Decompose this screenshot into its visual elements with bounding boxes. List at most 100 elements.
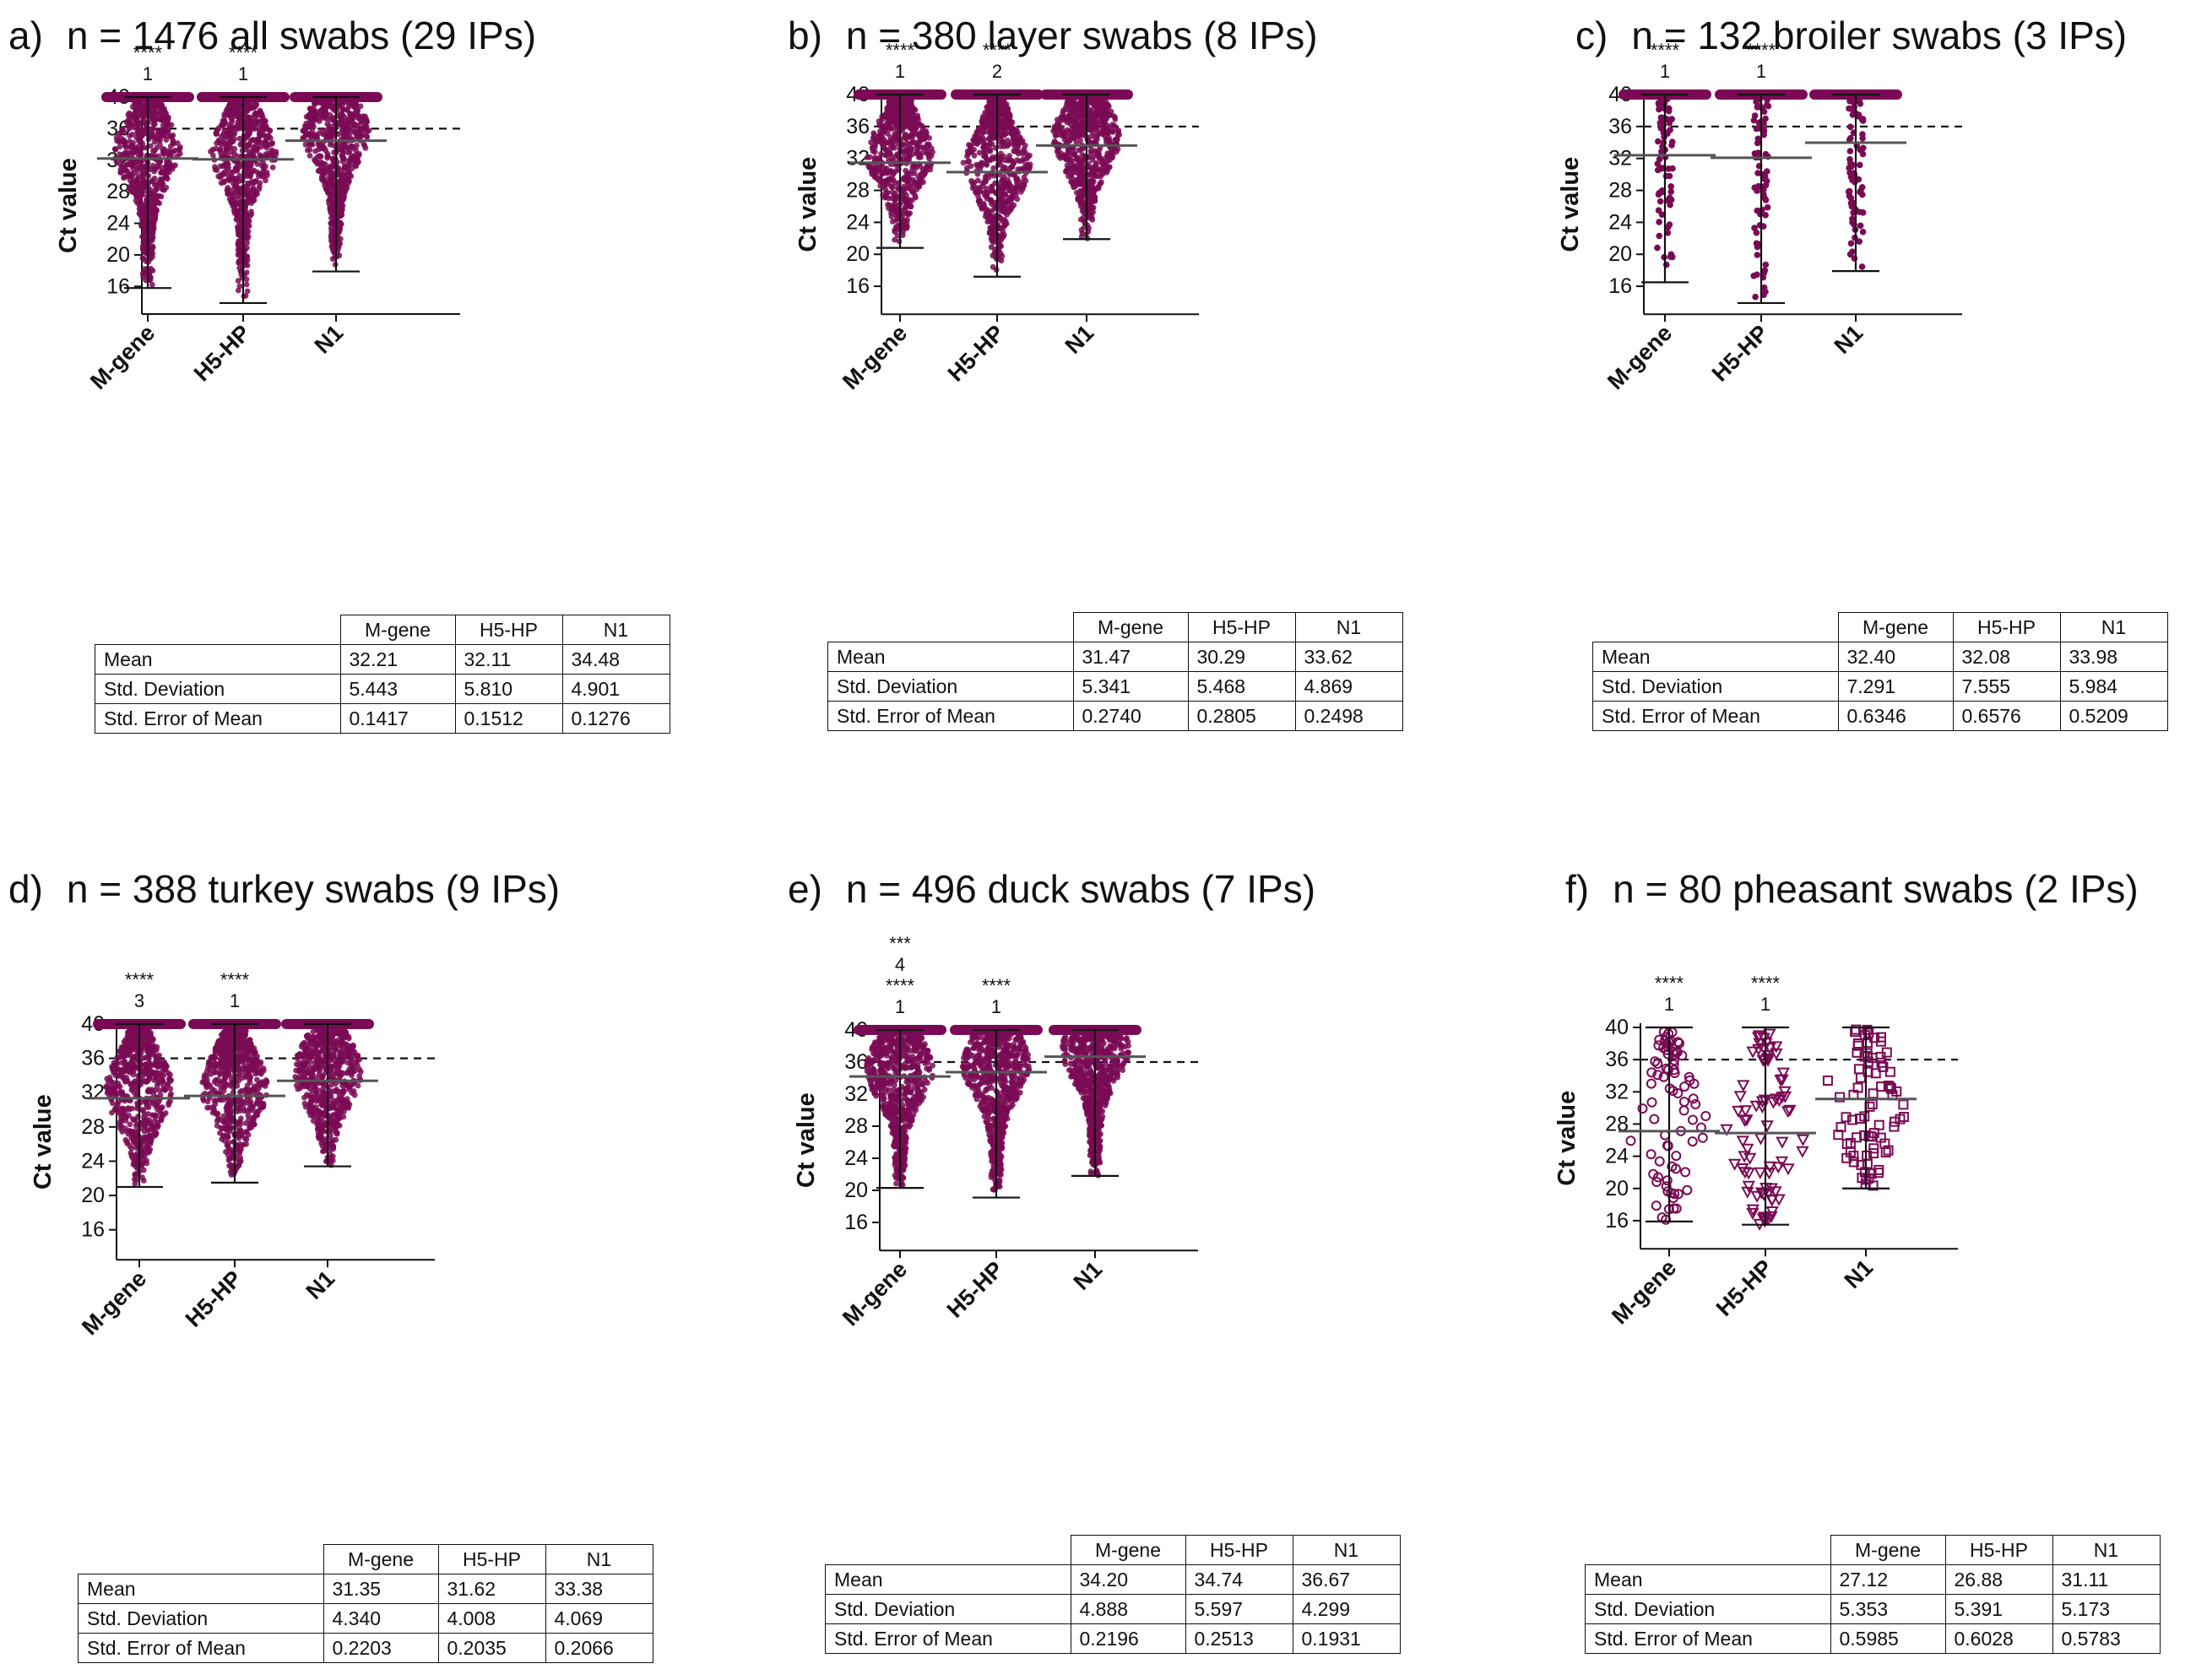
data-point: [160, 122, 166, 129]
data-point: [981, 149, 988, 155]
data-point: [1754, 135, 1762, 143]
panel-header: a) n = 1476 all swabs (29 IPs): [8, 12, 536, 59]
table-cell: 32.40: [1837, 642, 1954, 672]
data-point: [1662, 172, 1670, 180]
data-point: [888, 214, 895, 219]
series-h5-hp: 1****: [1711, 40, 1812, 305]
data-point: [221, 113, 228, 120]
data-point: [1754, 252, 1761, 258]
data-point: [1754, 149, 1762, 156]
data-point: [152, 1129, 159, 1135]
data-point: [1859, 150, 1867, 158]
data-point: [888, 111, 895, 117]
data-point: [166, 1076, 173, 1081]
data-point: [1754, 271, 1760, 279]
data-point: [244, 288, 251, 295]
data-point: [903, 135, 909, 142]
data-point: [1020, 186, 1026, 192]
data-point: [1764, 203, 1771, 211]
data-point: [132, 1152, 138, 1159]
data-point: [149, 281, 155, 288]
data-point: [910, 133, 916, 138]
data-point: [144, 1157, 149, 1163]
data-point: [899, 194, 906, 201]
data-point: [243, 281, 250, 288]
panel-letter: d): [8, 867, 43, 911]
data-point: [225, 187, 232, 194]
data-point: [217, 163, 224, 170]
data-point: [230, 192, 236, 198]
data-point: [999, 235, 1006, 241]
data-point: [1071, 184, 1077, 191]
data-point: [1072, 127, 1078, 133]
y-tick-label: 36: [1608, 115, 1632, 138]
data-point: [868, 139, 874, 146]
data-point: [329, 190, 336, 197]
data-point: [144, 1103, 150, 1110]
data-point: [307, 141, 314, 148]
data-point: [928, 153, 935, 159]
data-point: [155, 1124, 161, 1130]
data-point: [235, 287, 241, 294]
data-point: [968, 163, 974, 170]
data-point: [903, 156, 910, 162]
data-point: [245, 196, 251, 203]
data-point: [361, 127, 367, 133]
data-point: [1667, 253, 1674, 261]
data-point: [147, 1141, 154, 1147]
data-point: [876, 178, 883, 185]
table-cell: 32.21: [339, 644, 456, 675]
data-point: [339, 101, 346, 107]
data-point: [228, 115, 235, 122]
data-point: [153, 1113, 160, 1119]
data-point: [974, 177, 981, 184]
data-point: [1668, 116, 1675, 122]
data-point: [156, 1058, 163, 1065]
data-point: [126, 185, 133, 192]
data-point: [1077, 138, 1083, 144]
data-point: [1654, 244, 1661, 252]
x-category-label: N1: [1060, 320, 1099, 359]
data-point: [165, 129, 171, 135]
data-point: [132, 1140, 138, 1146]
data-point: [923, 164, 930, 171]
table-row: Mean 31.47 30.29 33.62: [827, 642, 1403, 672]
data-point: [1858, 184, 1866, 191]
series-h5-hp: 2****: [946, 40, 1048, 278]
data-point: [156, 1087, 163, 1093]
data-point: [158, 193, 165, 200]
data-point: [152, 1118, 158, 1124]
data-point: [1846, 148, 1854, 154]
data-point: [973, 139, 980, 145]
data-point: [1076, 147, 1082, 154]
data-point: [269, 149, 276, 155]
data-point: [150, 1091, 157, 1097]
data-point: [914, 187, 920, 192]
data-point: [926, 135, 932, 141]
data-point: [258, 122, 265, 128]
data-point: [987, 157, 993, 164]
data-point: [328, 175, 334, 182]
table-cell: 7.291: [1837, 671, 1954, 702]
data-point: [1760, 108, 1768, 115]
data-point: [1106, 164, 1113, 171]
data-point: [219, 133, 225, 140]
data-point: [982, 109, 989, 116]
data-point: [879, 171, 886, 177]
data-point: [129, 132, 135, 138]
x-category-label: H5-HP: [181, 1265, 247, 1331]
data-point: [1859, 209, 1867, 216]
data-point: [147, 209, 154, 215]
panel-a: a)n = 1476 all swabs (29 IPs) 1620242832…: [0, 0, 732, 840]
data-point: [1078, 111, 1085, 118]
data-point: [349, 160, 355, 167]
data-point: [345, 125, 352, 131]
data-point: [236, 265, 243, 271]
data-point: [900, 225, 906, 231]
data-point: [142, 1123, 149, 1130]
data-point: [218, 180, 225, 187]
data-point: [1763, 101, 1770, 109]
x-category-label: N1: [310, 320, 349, 359]
data-point: [329, 115, 336, 121]
